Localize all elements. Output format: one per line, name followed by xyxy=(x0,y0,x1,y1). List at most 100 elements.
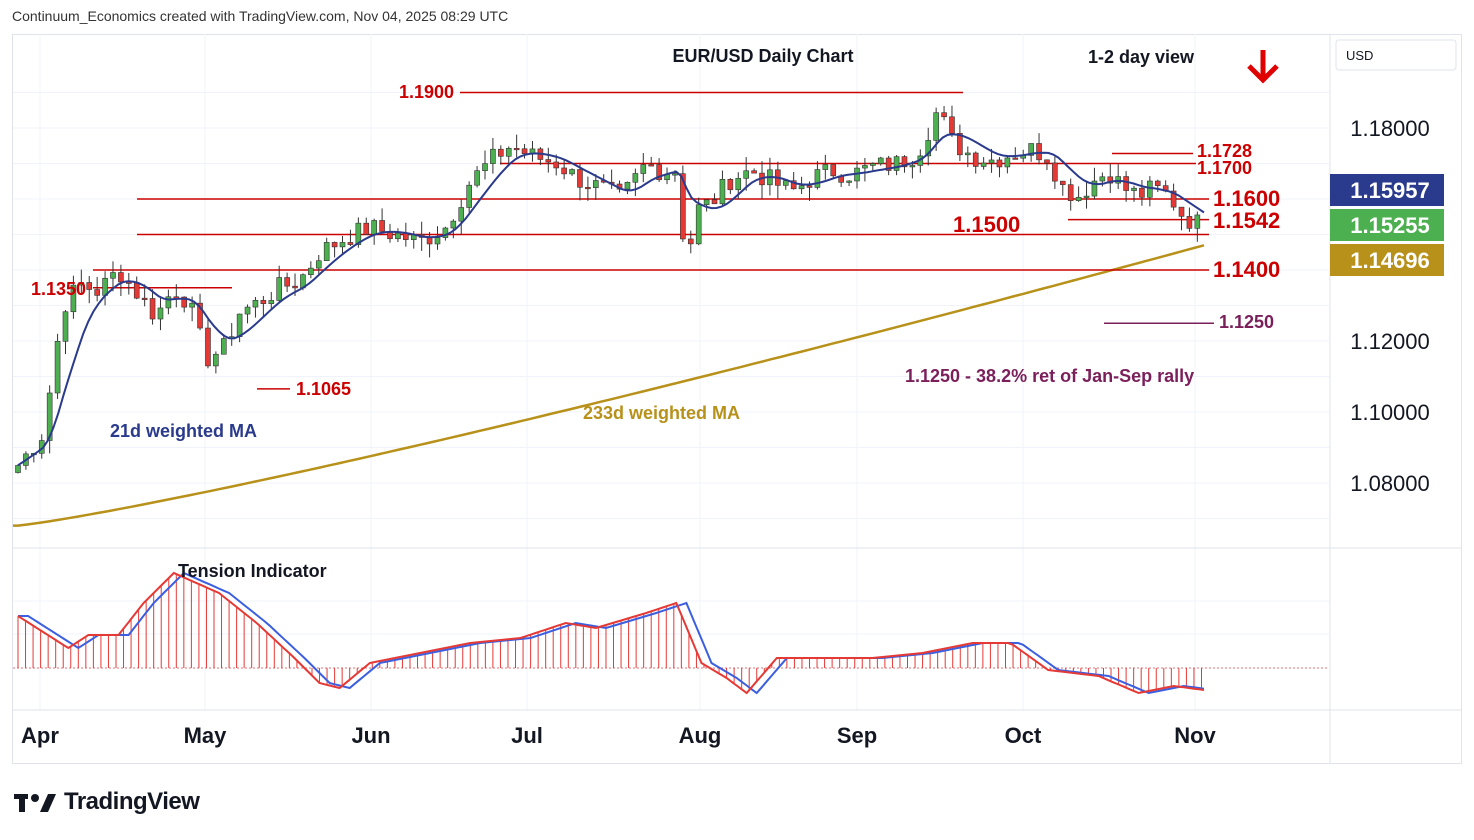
level-label: 1.1350 xyxy=(31,279,86,299)
candle xyxy=(1139,187,1145,198)
candle xyxy=(1170,190,1177,208)
candle xyxy=(434,237,441,245)
candle xyxy=(996,159,1003,168)
candle xyxy=(371,220,377,235)
month-tick-label: Jul xyxy=(511,723,543,748)
view-label: 1-2 day view xyxy=(1088,47,1195,67)
candle xyxy=(94,289,100,296)
candle xyxy=(110,272,116,279)
candle xyxy=(846,180,852,183)
ma233-path xyxy=(13,244,1205,527)
tradingview-logo[interactable]: TradingView xyxy=(14,788,200,816)
candle xyxy=(141,297,148,300)
candle xyxy=(735,178,742,191)
candle xyxy=(980,162,987,167)
candle xyxy=(1194,214,1201,229)
candle xyxy=(1036,143,1042,161)
candle xyxy=(244,306,251,315)
candle xyxy=(553,161,560,169)
month-tick-label: Sep xyxy=(837,723,877,748)
level-label: 1.1600 xyxy=(1213,186,1280,211)
chart-title: EUR/USD Daily Chart xyxy=(672,46,853,66)
candle xyxy=(1052,162,1058,182)
candle xyxy=(339,242,346,248)
tradingview-logo-icon xyxy=(14,794,56,812)
price-tick-label: 1.18000 xyxy=(1350,116,1430,141)
month-tick-label: Nov xyxy=(1174,723,1216,748)
price-axis[interactable]: 1.18000 1.12000 1.10000 1.08000 1.15957 1.152… xyxy=(1330,116,1444,496)
candle xyxy=(1123,176,1129,191)
candle xyxy=(15,465,21,473)
price-badge xyxy=(1330,244,1444,276)
candle xyxy=(672,173,678,176)
month-tick-label: Oct xyxy=(1005,723,1042,748)
price-tick-label: 1.10000 xyxy=(1350,400,1430,425)
candle xyxy=(505,148,512,157)
time-axis[interactable]: Apr May Jun Jul Aug Sep Oct Nov xyxy=(21,723,1216,748)
price-tick-label: 1.08000 xyxy=(1350,471,1430,496)
level-label: 1.1900 xyxy=(399,82,454,102)
candle xyxy=(1067,184,1074,201)
candle xyxy=(189,302,195,308)
indicator-label: Tension Indicator xyxy=(178,561,327,581)
candle xyxy=(957,132,963,156)
candle xyxy=(877,157,884,164)
price-badge-label: 1.15255 xyxy=(1350,213,1430,238)
candle xyxy=(1091,180,1098,197)
candle xyxy=(965,152,971,156)
arrow-down-icon xyxy=(1247,50,1279,84)
candle xyxy=(806,185,813,188)
candle xyxy=(798,185,805,190)
candle xyxy=(585,186,591,190)
price-badge-label: 1.15957 xyxy=(1350,178,1430,203)
tradingview-brand: TradingView xyxy=(64,788,200,815)
grid xyxy=(13,34,1462,764)
candle xyxy=(1028,143,1034,156)
candle xyxy=(466,184,472,208)
candle xyxy=(395,232,401,240)
candle xyxy=(276,277,282,301)
candle xyxy=(972,152,979,167)
candle xyxy=(181,296,188,308)
indicator-main-line xyxy=(17,571,1205,695)
candle xyxy=(118,272,124,283)
price-tick-label: 1.12000 xyxy=(1350,329,1430,354)
candle xyxy=(1075,196,1082,201)
candle xyxy=(260,299,267,304)
candle xyxy=(292,285,298,289)
candle xyxy=(1154,180,1161,186)
candle xyxy=(1131,187,1137,191)
candle xyxy=(719,179,726,205)
currency-button[interactable]: USD xyxy=(1335,39,1457,71)
month-tick-label: Aug xyxy=(679,723,722,748)
currency-label: USD xyxy=(1346,48,1373,63)
candle xyxy=(1044,159,1050,164)
candle xyxy=(252,299,259,308)
candle xyxy=(450,220,457,229)
candle xyxy=(54,341,61,394)
candle xyxy=(1083,195,1090,198)
candle xyxy=(1115,176,1121,184)
candle xyxy=(695,204,702,245)
candle xyxy=(220,338,227,355)
candle xyxy=(640,164,647,174)
candle xyxy=(988,159,995,164)
candle xyxy=(632,173,639,183)
candle xyxy=(355,222,362,245)
tension-indicator xyxy=(13,571,1329,695)
candle xyxy=(814,169,821,188)
candle xyxy=(70,284,77,313)
candle xyxy=(1099,176,1106,182)
candle xyxy=(363,222,370,235)
candle xyxy=(885,157,892,171)
candle xyxy=(268,300,275,304)
candle xyxy=(545,159,552,163)
candle xyxy=(933,112,939,141)
candle xyxy=(498,148,504,157)
candle xyxy=(1186,216,1193,229)
candle xyxy=(149,298,156,320)
month-tick-label: May xyxy=(184,723,228,748)
level-label: 1.1728 xyxy=(1197,141,1252,161)
price-badge xyxy=(1330,209,1444,241)
